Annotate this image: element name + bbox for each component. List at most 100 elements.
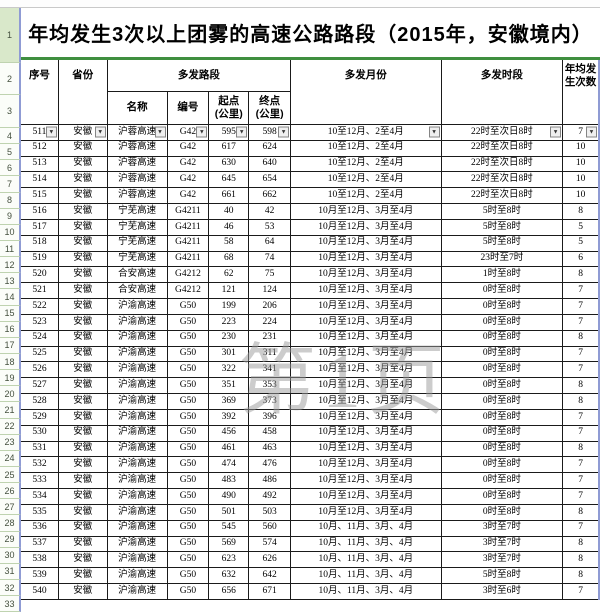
cell-code[interactable]: G50 (167, 536, 210, 553)
row-header-19[interactable]: 19 (0, 370, 21, 387)
cell-months[interactable]: 10月至12月、3月至4月 (291, 473, 442, 490)
cell-province[interactable]: 安徽 (58, 235, 108, 252)
cell-months[interactable]: 10月至12月、3月至4月 (291, 299, 442, 315)
cell-end[interactable]: 598 ▼ (249, 125, 292, 141)
cell-months[interactable]: 10月至12月、3月至4月 (291, 425, 442, 442)
cell-start[interactable]: 351 (209, 378, 250, 395)
cell-name[interactable]: 宁芜高速 (107, 235, 168, 252)
cell-seq[interactable]: 539 (21, 568, 59, 585)
cell-end[interactable]: 486 (249, 473, 292, 490)
cell-province[interactable]: 安徽 (58, 314, 108, 331)
row-header-33[interactable]: 33 (0, 596, 21, 612)
cell-end[interactable]: 560 (249, 520, 292, 537)
cell-months[interactable]: 10月至12月、3月至4月 (291, 441, 442, 458)
row-header-23[interactable]: 23 (0, 434, 21, 451)
cell-end[interactable]: 458 (249, 425, 292, 442)
cell-start[interactable]: 301 (209, 346, 250, 363)
cell-province[interactable]: 安徽 (58, 204, 108, 220)
cell-start[interactable]: 474 (209, 457, 250, 474)
cell-end[interactable]: 626 (249, 552, 292, 569)
cell-name[interactable]: 沪渝高速 (107, 314, 168, 331)
cell-count[interactable]: 7 (563, 584, 598, 600)
cell-seq[interactable]: 511 ▼ (21, 125, 59, 141)
cell-name[interactable]: 沪渝高速 (107, 362, 168, 379)
cell-count[interactable]: 10 (563, 188, 598, 205)
cell-seq[interactable]: 529 (21, 409, 59, 426)
cell-seq[interactable]: 517 (21, 219, 59, 236)
row-header-11[interactable]: 11 (0, 240, 21, 258)
cell-end[interactable]: 662 (249, 188, 292, 205)
cell-name[interactable]: 沪渝高速 (107, 457, 168, 474)
cell-code[interactable]: G42 (167, 156, 210, 173)
row-header-1[interactable]: 1 (0, 8, 21, 63)
cell-period[interactable]: 5时至8时 (441, 235, 564, 252)
cell-start[interactable]: 392 (209, 409, 250, 426)
cell-count[interactable]: 7 (563, 283, 598, 300)
cell-months[interactable]: 10月至12月、3月至4月 (291, 489, 442, 505)
cell-code[interactable]: G50 (167, 441, 210, 458)
row-header-18[interactable]: 18 (0, 353, 21, 371)
cell-end[interactable]: 492 (249, 489, 292, 505)
filter-dropdown-icon[interactable]: ▼ (154, 126, 166, 138)
cell-name[interactable]: 沪渝高速 (107, 520, 168, 537)
cell-months[interactable]: 10至12月、2至4月 (291, 140, 442, 157)
cell-period[interactable]: 22时至次日8时 (441, 172, 564, 189)
cell-count[interactable]: 8 (563, 504, 598, 521)
cell-code[interactable]: G50 (167, 394, 210, 410)
cell-period[interactable]: 1时至8时 (441, 267, 564, 284)
cell-province[interactable]: 安徽 (58, 283, 108, 300)
row-header-26[interactable]: 26 (0, 483, 21, 500)
cell-months[interactable]: 10至12月、2至4月 (291, 188, 442, 205)
cell-period[interactable]: 23时至7时 (441, 251, 564, 268)
cell-period[interactable]: 0时至8时 (441, 473, 564, 490)
cell-end[interactable]: 341 (249, 362, 292, 379)
cell-province[interactable]: 安徽 (58, 172, 108, 189)
row-header-10[interactable]: 10 (0, 224, 21, 241)
cell-months[interactable]: 10月至12月、3月至4月 (291, 457, 442, 474)
cell-code[interactable]: G50 (167, 504, 210, 521)
cell-end[interactable]: 74 (249, 251, 292, 268)
cell-name[interactable]: 沪渝高速 (107, 504, 168, 521)
cell-count[interactable]: 8 (563, 441, 598, 458)
row-header-15[interactable]: 15 (0, 305, 21, 322)
filter-dropdown-icon[interactable]: ▼ (586, 126, 597, 138)
cell-period[interactable]: 0时至8时 (441, 394, 564, 410)
cell-end[interactable]: 231 (249, 330, 292, 347)
cell-name[interactable]: 沪渝高速 (107, 536, 168, 553)
cell-name[interactable]: 宁芜高速 (107, 204, 168, 220)
cell-period[interactable]: 3时至7时 (441, 536, 564, 553)
cell-seq[interactable]: 523 (21, 314, 59, 331)
cell-name[interactable]: 沪渝高速 (107, 394, 168, 410)
cell-end[interactable]: 640 (249, 156, 292, 173)
cell-seq[interactable]: 533 (21, 473, 59, 490)
cell-province[interactable]: 安徽 (58, 409, 108, 426)
cell-name[interactable]: 沪渝高速 (107, 409, 168, 426)
row-header-31[interactable]: 31 (0, 563, 21, 580)
row-header-4[interactable]: 4 (0, 128, 21, 145)
cell-count[interactable]: 7 (563, 409, 598, 426)
cell-province[interactable]: 安徽 (58, 425, 108, 442)
cell-name[interactable]: 沪渝高速 (107, 330, 168, 347)
cell-period[interactable]: 5时至8时 (441, 204, 564, 220)
cell-count[interactable]: 7 (563, 489, 598, 505)
cell-end[interactable]: 124 (249, 283, 292, 300)
cell-code[interactable]: G50 (167, 552, 210, 569)
cell-months[interactable]: 10月至12月、3月至4月 (291, 362, 442, 379)
cell-seq[interactable]: 526 (21, 362, 59, 379)
cell-count[interactable]: 10 (563, 172, 598, 189)
cell-count[interactable]: 7 (563, 520, 598, 537)
cell-start[interactable]: 68 (209, 251, 250, 268)
row-header-28[interactable]: 28 (0, 515, 21, 532)
filter-dropdown-icon[interactable]: ▼ (428, 126, 440, 138)
cell-start[interactable]: 661 (209, 188, 250, 205)
cell-province[interactable]: 安徽 (58, 299, 108, 315)
cell-months[interactable]: 10月至12月、3月至4月 (291, 394, 442, 410)
cell-seq[interactable]: 521 (21, 283, 59, 300)
cell-months[interactable]: 10月、11月、3月、4月 (291, 520, 442, 537)
row-header-16[interactable]: 16 (0, 321, 21, 338)
cell-code[interactable]: G42 (167, 172, 210, 189)
cell-name[interactable]: 沪蓉高速 (107, 172, 168, 189)
cell-code[interactable]: G4212 (167, 283, 210, 300)
row-header-20[interactable]: 20 (0, 386, 21, 403)
row-header-14[interactable]: 14 (0, 289, 21, 306)
